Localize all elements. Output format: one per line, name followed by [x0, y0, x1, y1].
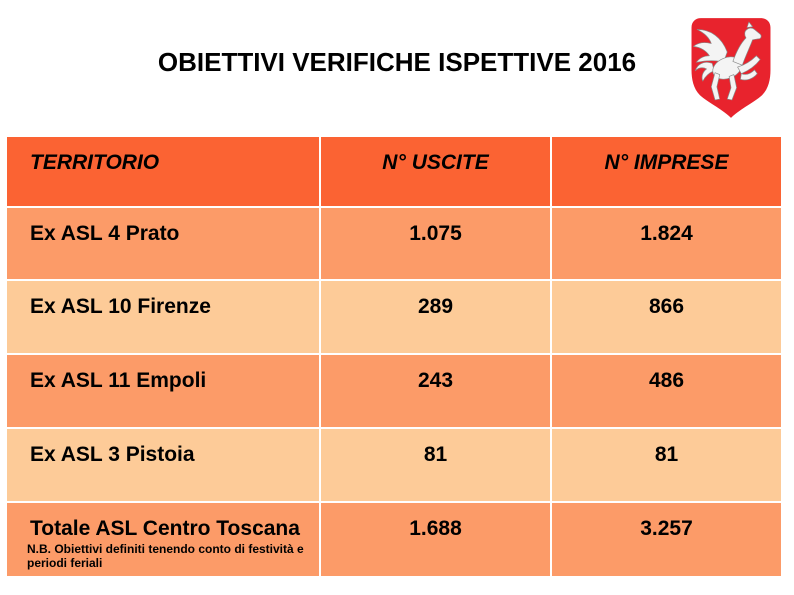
uscite-cell: 1.075 — [321, 208, 550, 279]
pegasus-shield-icon — [691, 18, 771, 118]
uscite-cell: 243 — [321, 355, 550, 427]
column-header-imprese: N° IMPRESE — [552, 137, 781, 206]
objectives-table: TERRITORIO N° USCITE N° IMPRESE Ex ASL 4… — [7, 137, 781, 576]
totale-label: Totale ASL Centro Toscana — [30, 517, 300, 540]
territory-cell: Ex ASL 11 Empoli — [7, 355, 319, 427]
imprese-cell: 1.824 — [552, 208, 781, 279]
imprese-cell: 3.257 — [552, 503, 781, 576]
territory-cell-totale: Totale ASL Centro Toscana N.B. Obiettivi… — [7, 503, 319, 576]
column-header-uscite: N° USCITE — [321, 137, 550, 206]
page-title: OBIETTIVI VERIFICHE ISPETTIVE 2016 — [157, 47, 637, 77]
territory-cell: Ex ASL 4 Prato — [7, 208, 319, 279]
footnote: N.B. Obiettivi definiti tenendo conto di… — [27, 542, 304, 571]
uscite-cell: 289 — [321, 281, 550, 353]
tuscany-logo — [684, 12, 778, 124]
territory-cell: Ex ASL 10 Firenze — [7, 281, 319, 353]
imprese-cell: 486 — [552, 355, 781, 427]
uscite-cell: 81 — [321, 429, 550, 501]
territory-cell: Ex ASL 3 Pistoia — [7, 429, 319, 501]
column-header-territorio: TERRITORIO — [7, 137, 319, 206]
uscite-cell: 1.688 — [321, 503, 550, 576]
imprese-cell: 81 — [552, 429, 781, 501]
pegasus-figure — [693, 21, 762, 101]
imprese-cell: 866 — [552, 281, 781, 353]
